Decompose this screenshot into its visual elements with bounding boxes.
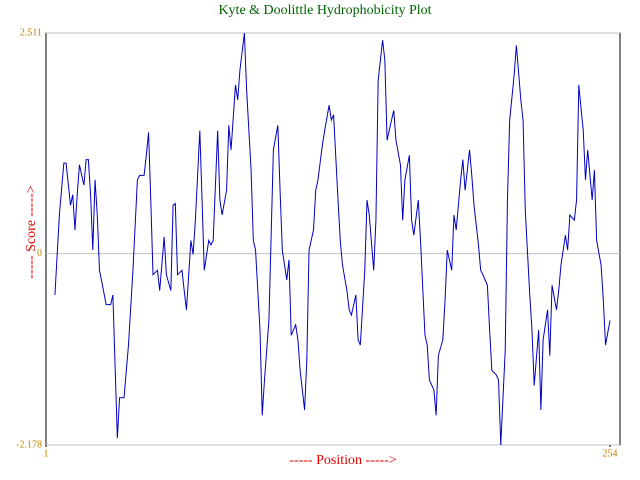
y-tick-label: 0 <box>37 248 42 259</box>
y-tick-label: -2.178 <box>16 439 42 450</box>
y-axis-label: ----- Score -----> <box>24 185 39 278</box>
chart-title: Kyte & Doolittle Hydrophobicity Plot <box>218 3 431 18</box>
x-axis-label: ----- Position -----> <box>289 453 397 468</box>
x-tick-label: 1 <box>44 448 49 459</box>
data-line <box>54 32 611 446</box>
y-tick-label: 2.511 <box>20 27 42 38</box>
x-tick-label: 254 <box>603 448 618 459</box>
